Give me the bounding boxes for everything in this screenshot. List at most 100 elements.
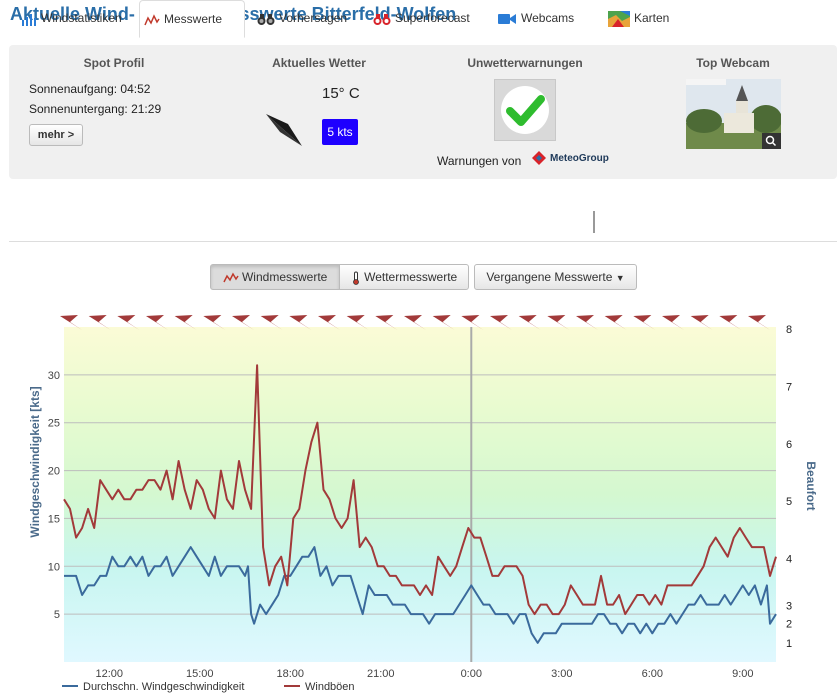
legend: Durchschn. Windgeschwindigkeit Windböen bbox=[62, 681, 355, 693]
wind-direction-icon bbox=[174, 315, 197, 330]
wind-direction-icon bbox=[432, 315, 455, 330]
meteogroup-icon bbox=[532, 151, 546, 165]
tab-superforecast[interactable]: Superforecast bbox=[369, 0, 470, 36]
tab-karten[interactable]: Karten bbox=[604, 0, 669, 36]
beaufort-tick-label: 3 bbox=[786, 601, 792, 613]
x-tick-label: 6:00 bbox=[642, 668, 663, 680]
more-button[interactable]: mehr > bbox=[29, 124, 83, 146]
y-tick-label: 30 bbox=[48, 370, 60, 382]
meteogroup-logo[interactable]: MeteoGroup bbox=[532, 150, 609, 166]
wind-direction-icon bbox=[518, 315, 541, 330]
wind-direction-icon bbox=[375, 315, 398, 330]
x-tick-label: 0:00 bbox=[461, 668, 482, 680]
checkmark-icon bbox=[501, 86, 549, 134]
wind-direction-icon bbox=[346, 315, 369, 330]
wind-direction-arrow-icon bbox=[266, 114, 302, 146]
wind-direction-icon bbox=[146, 315, 168, 330]
current-weather-heading: Aktuelles Wetter bbox=[272, 56, 366, 70]
wind-direction-icon bbox=[604, 315, 627, 330]
beaufort-tick-label: 6 bbox=[786, 439, 792, 451]
wind-direction-icon bbox=[232, 315, 254, 330]
wind-chart: 5 10 15 20 25 30 1 2 3 4 5 6 7 8 12:00 15:00 18:00 21:00 0… bbox=[28, 315, 818, 693]
tab-label: Vorhersagen bbox=[279, 11, 348, 25]
webcam-thumbnail[interactable] bbox=[686, 79, 782, 149]
plot-background bbox=[64, 327, 776, 662]
temperature-value: 15° C bbox=[322, 85, 360, 102]
tab-windstatistiken[interactable]: Windstatistiken bbox=[17, 0, 122, 36]
gust-line bbox=[63, 364, 777, 616]
webcam-heading: Top Webcam bbox=[696, 56, 770, 70]
past-values-label: Vergangene Messwerte bbox=[486, 270, 613, 284]
webcam-image bbox=[686, 79, 782, 149]
wind-direction-icon bbox=[404, 315, 426, 330]
wind-direction-icon bbox=[88, 315, 111, 330]
beaufort-tick-label: 2 bbox=[786, 619, 792, 631]
wind-direction-icon bbox=[748, 315, 770, 330]
wind-direction-icon bbox=[633, 315, 656, 330]
y-tick-label: 5 bbox=[54, 609, 60, 621]
y-tick-label: 25 bbox=[48, 418, 60, 430]
wind-speed-badge: 5 kts bbox=[322, 119, 358, 145]
beaufort-tick-label: 7 bbox=[786, 381, 792, 393]
wind-direction-icon bbox=[117, 315, 140, 330]
line-chart-icon bbox=[222, 272, 239, 283]
beaufort-tick-label: 5 bbox=[786, 496, 792, 508]
wind-direction-icon bbox=[547, 315, 570, 330]
binoculars-icon bbox=[257, 13, 275, 25]
x-tick-label: 18:00 bbox=[277, 668, 305, 680]
tab-messwerte[interactable]: Messwerte bbox=[139, 0, 245, 38]
sunset-text: Sonnenuntergang: 21:29 bbox=[29, 102, 162, 116]
warnings-heading: Unwetterwarnungen bbox=[467, 56, 583, 70]
weather-values-button[interactable]: Wettermesswerte bbox=[339, 264, 469, 290]
tab-label: Messwerte bbox=[164, 12, 223, 26]
thermometer-icon bbox=[352, 271, 359, 285]
provider-name: MeteoGroup bbox=[550, 152, 609, 164]
y-tick-label: 15 bbox=[48, 513, 60, 525]
warning-provider-text: Warnungen von bbox=[437, 154, 522, 168]
tab-label: Superforecast bbox=[395, 11, 470, 25]
tab-webcams[interactable]: Webcams bbox=[493, 0, 574, 36]
wind-direction-icon bbox=[490, 315, 512, 330]
wind-values-label: Windmesswerte bbox=[241, 270, 328, 284]
warning-status[interactable] bbox=[494, 79, 556, 141]
magnifier-icon bbox=[765, 135, 775, 145]
wind-values-button[interactable]: Windmesswerte bbox=[210, 264, 340, 290]
tab-label: Windstatistiken bbox=[41, 11, 122, 25]
past-values-dropdown[interactable]: Vergangene Messwerte ▼ bbox=[474, 264, 637, 290]
wind-direction-icon bbox=[289, 315, 312, 330]
sunrise-text: Sonnenaufgang: 04:52 bbox=[29, 82, 151, 96]
weather-values-label: Wettermesswerte bbox=[364, 270, 458, 284]
map-icon bbox=[608, 10, 630, 27]
wind-direction-icon bbox=[719, 315, 742, 330]
bar-chart-icon bbox=[22, 13, 36, 26]
wind-direction-icon bbox=[203, 315, 226, 330]
avg-wind-line bbox=[64, 546, 777, 644]
wind-direction-icon bbox=[260, 315, 283, 330]
legend-gust-label: Windböen bbox=[305, 681, 355, 693]
line-chart-icon bbox=[144, 14, 160, 26]
wind-direction-icon bbox=[690, 315, 713, 330]
y-tick-label: 20 bbox=[48, 466, 60, 478]
tab-separator bbox=[593, 211, 595, 233]
superforecast-icon bbox=[373, 13, 391, 25]
tab-label: Karten bbox=[634, 11, 670, 25]
x-tick-label: 12:00 bbox=[95, 668, 123, 680]
wind-direction-icon bbox=[461, 315, 484, 330]
spot-profile-heading: Spot Profil bbox=[83, 56, 145, 70]
caret-down-icon: ▼ bbox=[615, 273, 625, 283]
wind-direction-icon bbox=[662, 315, 684, 330]
wind-direction-icon bbox=[318, 315, 340, 330]
y2-axis-label: Beaufort bbox=[804, 461, 818, 510]
y-tick-label: 10 bbox=[48, 561, 60, 573]
beaufort-tick-label: 4 bbox=[786, 554, 792, 566]
legend-avg-label: Durchschn. Windgeschwindigkeit bbox=[83, 681, 244, 693]
x-tick-label: 3:00 bbox=[551, 668, 572, 680]
y-axis-label: Windgeschwindigkeit [kts] bbox=[28, 386, 42, 537]
x-tick-label: 15:00 bbox=[186, 668, 214, 680]
beaufort-tick-label: 8 bbox=[786, 324, 792, 336]
wind-direction-icon bbox=[60, 315, 82, 330]
x-tick-label: 9:00 bbox=[732, 668, 753, 680]
tab-vorhersagen[interactable]: Vorhersagen bbox=[253, 0, 347, 36]
wind-direction-icon bbox=[576, 315, 598, 330]
camera-icon bbox=[498, 13, 516, 24]
